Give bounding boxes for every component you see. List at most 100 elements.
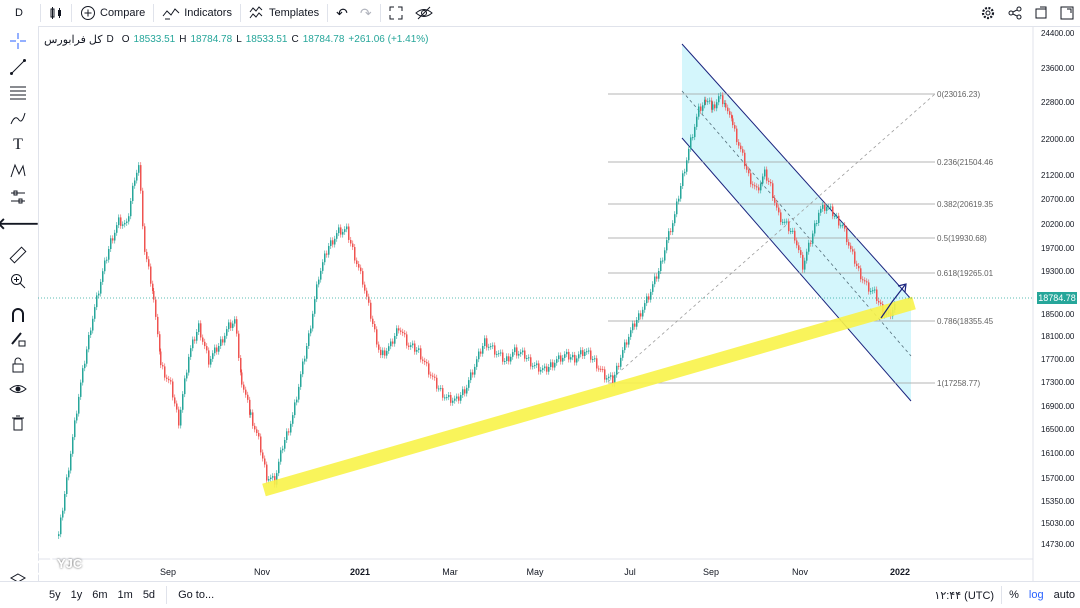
support-trendline[interactable] [262,296,916,497]
legend-interval: D [106,34,114,45]
auto-toggle[interactable]: auto [1053,589,1075,601]
chart-style-button[interactable] [43,0,69,26]
pattern-tool[interactable] [5,160,31,182]
time-axis[interactable]: Sep Nov 2021 Mar May Jul Sep Nov 2022 [160,567,910,577]
back-tool[interactable]: 🡐 [0,212,39,234]
candle-body [584,351,586,356]
fullscreen-button[interactable] [383,0,409,26]
drawing-mode-tool[interactable] [5,328,31,350]
candle-body [574,354,576,363]
candle-body [504,361,506,362]
candle-body [446,397,448,399]
candle-body [816,223,818,224]
compare-button[interactable]: Compare [74,0,151,26]
channel-upper-line[interactable] [681,43,912,300]
undo-icon: ↶ [336,4,348,21]
candle-body [754,185,756,187]
candle-body [804,260,806,270]
fib-diagonal[interactable] [607,93,936,383]
candle-body [858,266,860,269]
snapshot-button[interactable] [1028,0,1054,26]
candle-body [725,103,727,108]
templates-button[interactable]: Templates [243,0,325,26]
visibility-tool[interactable] [5,378,31,400]
goto-button[interactable]: Go to... [178,589,215,601]
candle-body [392,341,394,344]
range-button-6m[interactable]: 6m [92,589,108,601]
channel-mid-line[interactable] [681,90,912,357]
fib-tool[interactable] [5,82,31,104]
undo-button[interactable]: ↶ [330,0,354,26]
regression-channel-fill[interactable] [682,44,911,401]
fibonacci-retracement[interactable]: 0(23016.23) 0.236(21504.46 0.382(20619.35 0… [608,90,994,388]
fib-level-label: 0.382(20619.35 [937,200,994,209]
candle-body [468,380,470,388]
gear-icon [981,6,995,20]
time-tick-label: Nov [792,567,809,577]
chart-legend[interactable]: کل فرابورس D O 18533.51 H 18784.78 L 18533.… [44,33,428,46]
candle-body [64,494,66,511]
crosshair-tool[interactable] [5,30,31,52]
range-button-1m[interactable]: 1m [117,589,133,601]
candle-body [110,238,112,249]
interval-button[interactable]: D [0,0,38,26]
range-button-1y[interactable]: 1y [70,589,83,601]
log-toggle[interactable]: log [1028,589,1044,601]
candle-body [732,118,734,126]
interval-label: D [15,7,23,19]
expand-button[interactable] [1054,0,1080,26]
range-button-5y[interactable]: 5y [49,589,61,601]
text-tool[interactable]: T [5,134,31,156]
candle-body [180,409,182,426]
open-label: O [121,34,130,45]
candle-body [812,233,814,244]
templates-label: Templates [268,7,320,19]
candle-body [174,397,176,404]
candle-body [718,96,720,103]
magnet-tool[interactable] [5,304,31,326]
range-button-5d[interactable]: 5d [142,589,156,601]
candle-body [452,400,454,403]
price-chart[interactable]: 24400.00 23600.00 22800.00 22000.00 21200.00… [38,26,1080,581]
channel-lower-line[interactable] [681,137,912,402]
price-axis[interactable]: 24400.00 23600.00 22800.00 22000.00 21200.00… [1041,29,1075,549]
candle-body [596,358,598,369]
zoom-tool[interactable] [5,270,31,292]
candle-body [666,240,668,251]
hide-drawings-button[interactable] [409,0,439,26]
clock[interactable]: ۱۲:۴۴ (UTC) [934,589,995,602]
candle-body [247,394,249,400]
settings-button[interactable] [974,0,1002,26]
candle-body [731,114,733,119]
plus-circle-icon [81,6,95,20]
remove-tool[interactable] [5,412,31,434]
candle-body [705,99,707,102]
candle-body [772,183,774,198]
time-tick-label: Jul [624,567,636,577]
indicators-button[interactable]: Indicators [156,0,238,26]
redo-button[interactable]: ↷ [354,0,378,26]
candle-body [100,281,102,294]
symbol-name[interactable]: کل فرابورس [44,34,103,46]
candle-body [292,415,294,424]
candle-body [520,352,522,354]
candle-body [868,282,870,292]
candle-body [740,145,742,150]
candle-body [650,291,652,300]
candle-body [212,353,214,359]
trend-line-tool[interactable] [5,56,31,78]
lock-tool[interactable] [5,354,31,376]
candle-body [198,323,200,332]
candle-body [116,225,118,233]
percent-toggle[interactable]: % [1009,589,1019,601]
ruler-tool[interactable] [5,244,31,266]
brush-tool[interactable] [5,108,31,130]
share-button[interactable] [1002,0,1028,26]
candle-body [750,173,752,185]
prediction-tool[interactable] [5,186,31,208]
candle-body [542,368,544,370]
candle-body [876,289,878,301]
candle-body [210,358,212,365]
forecast-arrow[interactable] [880,284,906,319]
indicators-icon [162,8,180,20]
